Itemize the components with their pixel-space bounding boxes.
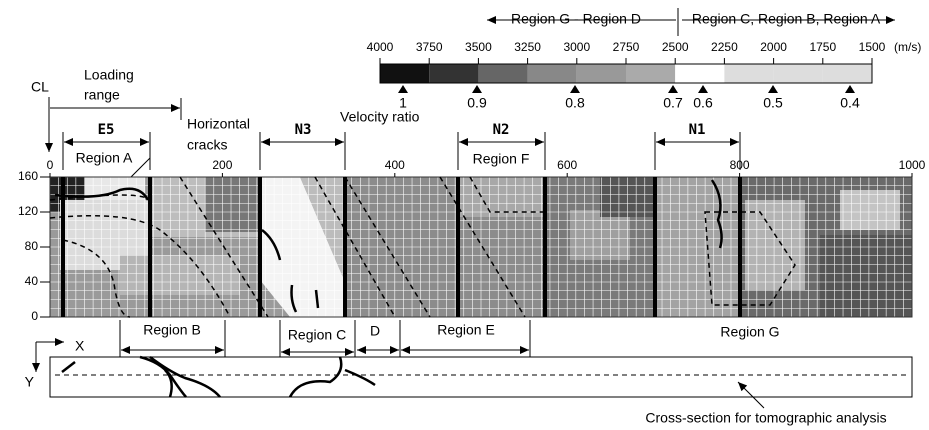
ratio-tick-label: 0.9 [467,95,487,111]
region-label: Region F [473,151,530,167]
x-tick-label: 200 [212,158,232,172]
sensor-label: N2 [493,122,510,138]
cl-label: CL [31,79,49,95]
x-tick-label: 600 [557,158,577,172]
region-label: Region C [288,327,346,343]
ratio-tick-label: 0.5 [763,95,783,111]
tomography-model [50,177,912,317]
unit-label: (m/s) [894,40,921,54]
x-tick-label: 1000 [899,158,926,172]
scale-tick-label: 2750 [613,40,640,54]
region-label: D [370,323,380,339]
scale-tick-label: 4000 [367,40,394,54]
ratio-tick-label: 0.6 [693,95,713,111]
color-scale: 4000 3750 3500 3250 3000 2750 2500 2250 2000 1750… [367,40,886,111]
y-tick-label: 120 [18,204,38,218]
scale-tick-label: 3250 [514,40,541,54]
scale-tick-label: 2250 [711,40,738,54]
ratio-marker [768,85,778,93]
scale-cell [724,64,773,83]
sensor-label: N3 [295,122,312,138]
cross-section [50,357,912,397]
scale-cell [528,64,577,83]
scale-tick-label: 2000 [760,40,787,54]
scale-cell [675,64,724,83]
region-label: Region A [76,150,133,166]
scale-cell [429,64,478,83]
x-tick-label: 400 [385,158,405,172]
scale-tick-label: 3750 [416,40,443,54]
loading-label: range [84,87,120,103]
ratio-marker [698,85,708,93]
x-tick-label: 0 [47,158,54,172]
scale-cell [774,64,823,83]
ratio-marker [472,85,482,93]
scale-cell [823,64,872,83]
ratio-label: Velocity ratio [340,109,420,125]
y-tick-label: 0 [31,309,38,323]
ratio-tick-label: 0.8 [565,95,585,111]
sensor-label: N1 [689,122,706,138]
ratio-marker [398,85,408,93]
scale-tick-label: 1500 [859,40,886,54]
ratio-tick-label: 0.7 [663,95,683,111]
cracks-label: cracks [187,137,227,153]
loading-label: Loading [84,67,134,83]
cross-section-label: Cross-section for tomographic analysis [645,410,886,426]
axis-label: X [75,338,85,354]
region-label: Region G [720,324,779,340]
region-label: Region B [143,322,201,338]
scale-tick-label: 3000 [563,40,590,54]
y-tick-label: 40 [25,274,39,288]
ratio-marker [668,85,678,93]
scale-tick-label: 1750 [809,40,836,54]
axis-label: Y [25,374,35,390]
scale-cell [577,64,626,83]
scale-cell [478,64,527,83]
scale-cell [626,64,675,83]
scale-left-label: Region G - Region D [511,11,641,27]
ratio-tick-label: 0.4 [840,95,860,111]
ratio-marker [570,85,580,93]
ratio-marker [845,85,855,93]
y-tick-label: 80 [25,239,39,253]
y-tick-label: 160 [18,169,38,183]
sensor-label: E5 [98,122,115,138]
scale-cell [380,64,429,83]
figure: Region G - Region D Region C, Region B, … [0,0,929,430]
scale-tick-label: 2500 [662,40,689,54]
cracks-label: Horizontal [187,116,250,132]
scale-right-label: Region C, Region B, Region A [692,11,881,27]
region-label: Region E [437,322,495,338]
scale-tick-label: 3500 [465,40,492,54]
